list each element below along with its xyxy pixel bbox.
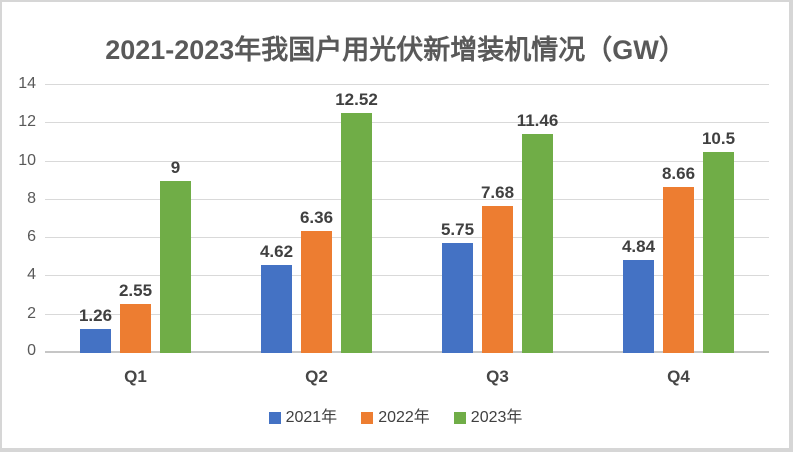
bar-2021年-q2: 4.62 bbox=[260, 243, 293, 353]
gridline: 8 bbox=[27, 190, 769, 206]
bar-2023年-q2: 12.52 bbox=[335, 91, 378, 353]
bar-2022年-q2: 6.36 bbox=[300, 209, 333, 353]
gridline: 2 bbox=[27, 305, 769, 321]
x-axis-line: 0 bbox=[27, 343, 769, 359]
y-tick-label: 4 bbox=[27, 266, 36, 284]
gridline: 4 bbox=[27, 267, 769, 283]
gridline: 14 bbox=[18, 76, 769, 92]
data-label: 4.62 bbox=[259, 241, 294, 261]
bar-2023年-q3: 11.46 bbox=[517, 112, 558, 353]
data-label: 1.26 bbox=[78, 305, 113, 325]
x-axis-label-q3: Q3 bbox=[486, 367, 509, 386]
legend-swatch-icon bbox=[268, 412, 281, 424]
data-label: 12.52 bbox=[335, 90, 378, 110]
bar-2021年-q3: 5.75 bbox=[441, 221, 474, 353]
bar-2022年-q4: 8.66 bbox=[662, 165, 695, 353]
legend-item-2023年: 2023年 bbox=[453, 409, 523, 426]
legend-swatch-icon bbox=[361, 412, 374, 424]
bar-group-q1: 1.26 2.55 9 bbox=[45, 85, 226, 353]
legend-label: 2021年 bbox=[285, 409, 338, 426]
plot-area: 0 2 4 6 8 10 12 14 1.26 2.55 9 4.62 6.36 12.52 5.75 7.… bbox=[18, 76, 769, 359]
legend-item-2021年: 2021年 bbox=[268, 409, 338, 426]
data-label: 2.55 bbox=[118, 281, 153, 301]
data-label: 11.46 bbox=[516, 110, 559, 130]
data-label: 6.36 bbox=[299, 208, 334, 228]
data-label: 4.84 bbox=[621, 237, 656, 257]
data-label: 10.5 bbox=[701, 129, 736, 148]
data-label: 8.66 bbox=[661, 164, 696, 184]
x-axis-labels: Q1 Q2 Q3 Q4 bbox=[45, 367, 769, 387]
bar-2021年-q1: 1.26 bbox=[79, 307, 112, 353]
y-tick-label: 10 bbox=[18, 151, 36, 169]
y-tick-label: 6 bbox=[27, 228, 36, 246]
x-axis-label-q1: Q1 bbox=[124, 367, 147, 386]
bars-layer: 1.26 2.55 9 4.62 6.36 12.52 5.75 7.68 11.46 4.84 8… bbox=[45, 85, 769, 353]
y-tick-label: 8 bbox=[27, 189, 36, 207]
legend-item-2022年: 2022年 bbox=[361, 410, 430, 426]
legend-label: 2022年 bbox=[378, 409, 430, 426]
data-label: 7.68 bbox=[480, 182, 515, 202]
chart-title: 2021-2023年我国户用光伏新增装机情况（GW） bbox=[105, 35, 686, 65]
legend-swatch-icon bbox=[453, 412, 466, 424]
y-tick-label: 14 bbox=[18, 75, 36, 92]
x-axis-label-q4: Q4 bbox=[667, 367, 690, 386]
gridline: 12 bbox=[18, 114, 769, 130]
y-tick-label: 2 bbox=[27, 304, 36, 322]
legend-label: 2023年 bbox=[470, 409, 523, 426]
bar-2021年-q4: 4.84 bbox=[622, 238, 655, 353]
bar-2023年-q4: 10.5 bbox=[702, 130, 735, 353]
data-label: 9 bbox=[170, 157, 181, 177]
gridline: 10 bbox=[18, 152, 769, 168]
bar-2023年-q1: 9 bbox=[160, 159, 191, 353]
y-tick-label: 0 bbox=[27, 342, 36, 359]
y-tick-label: 12 bbox=[18, 113, 36, 131]
gridline: 6 bbox=[27, 229, 769, 245]
legend: 2021年 2022年 2023年 bbox=[2, 410, 789, 426]
bar-group-q4: 4.84 8.66 10.5 bbox=[588, 85, 769, 353]
bar-2022年-q1: 2.55 bbox=[119, 282, 152, 353]
bar-group-q3: 5.75 7.68 11.46 bbox=[407, 85, 588, 353]
data-label: 5.75 bbox=[440, 219, 475, 239]
x-axis-label-q2: Q2 bbox=[305, 367, 328, 386]
bar-2022年-q3: 7.68 bbox=[481, 184, 514, 353]
bar-group-q2: 4.62 6.36 12.52 bbox=[226, 85, 407, 353]
